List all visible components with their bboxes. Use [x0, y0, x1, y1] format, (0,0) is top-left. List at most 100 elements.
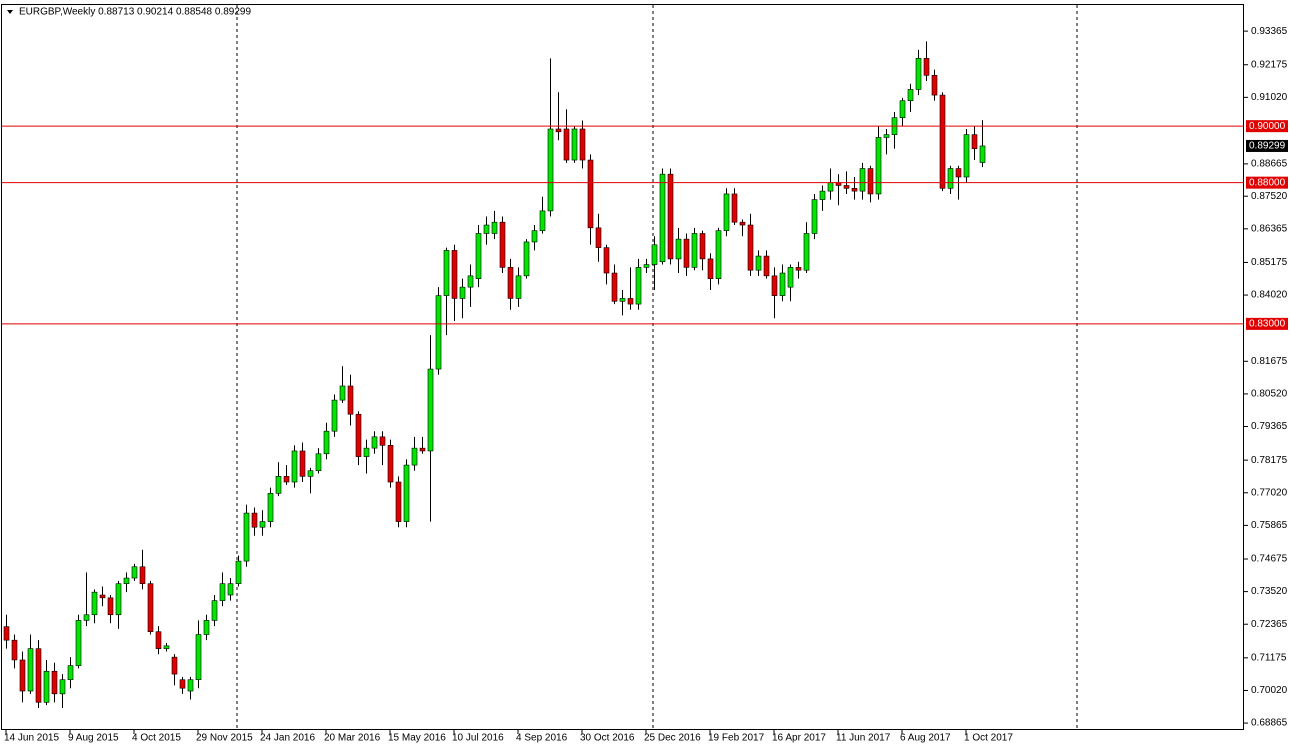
candle-body	[563, 128, 570, 161]
candle-body	[459, 286, 466, 299]
candle-body	[3, 626, 10, 641]
x-tick-label: 25 Dec 2016	[644, 733, 701, 744]
y-tick-label: 0.75865	[1251, 520, 1288, 531]
candle-body	[371, 436, 378, 449]
x-tick-label: 24 Jan 2016	[260, 733, 315, 744]
candle-body	[267, 493, 274, 522]
candle-body	[331, 399, 338, 432]
candle-body	[515, 275, 522, 299]
x-tick-label: 20 Mar 2016	[324, 733, 381, 744]
candle-body	[635, 267, 642, 305]
candle-body	[187, 679, 194, 692]
level-label-bg	[1246, 120, 1288, 133]
candle-body	[59, 679, 66, 695]
y-tick-label: 0.80520	[1251, 389, 1288, 400]
x-tick-label: 4 Sep 2016	[516, 733, 568, 744]
y-tick-label: 0.72365	[1251, 619, 1288, 630]
x-tick-label: 11 Jun 2017	[836, 733, 891, 744]
price-label-bg	[1246, 139, 1288, 152]
candle-body	[211, 600, 218, 621]
candle-body	[363, 447, 370, 457]
candle-body	[91, 591, 98, 616]
candle-body	[483, 224, 490, 234]
candle-body	[683, 238, 690, 268]
candle-body	[787, 267, 794, 288]
candle-body	[851, 187, 858, 192]
candle-body	[275, 476, 282, 494]
candle-body	[523, 241, 530, 277]
candle-body	[971, 134, 978, 150]
candle-body	[811, 199, 818, 234]
y-tick-label: 0.86365	[1251, 223, 1288, 234]
candle-body	[651, 244, 658, 265]
candle-body	[11, 639, 18, 661]
x-tick-label: 10 Jul 2016	[452, 733, 504, 744]
candle-body	[347, 385, 354, 415]
candle-body	[219, 583, 226, 601]
candle-body	[67, 665, 74, 681]
x-tick-label: 29 Nov 2015	[196, 733, 253, 744]
x-tick-label: 9 Aug 2015	[68, 733, 119, 744]
candle-body	[147, 583, 154, 633]
candle-body	[451, 250, 458, 299]
candle-body	[83, 614, 90, 621]
candle-body	[803, 233, 810, 271]
title-icon	[7, 10, 13, 14]
candle-body	[467, 275, 474, 288]
candle-body	[611, 272, 618, 302]
candle-body	[507, 267, 514, 299]
level-label-bg	[1246, 176, 1288, 189]
x-tick-label: 30 Oct 2016	[580, 733, 635, 744]
candle-body	[19, 659, 26, 692]
candle-body	[131, 566, 138, 579]
x-tick-label: 6 Aug 2017	[900, 733, 951, 744]
candle-body	[923, 58, 930, 76]
candle-body	[27, 648, 34, 692]
candle-body	[123, 577, 130, 585]
candle-body	[883, 134, 890, 138]
candle-body	[339, 385, 346, 401]
candle-body	[667, 173, 674, 260]
candle-body	[571, 128, 578, 161]
candle-body	[867, 168, 874, 195]
candle-body	[539, 210, 546, 231]
candle-body	[915, 58, 922, 90]
candle-body	[491, 221, 498, 234]
candle-body	[675, 238, 682, 260]
y-tick-label: 0.92175	[1251, 59, 1288, 70]
candle-body	[707, 258, 714, 279]
candle-body	[907, 89, 914, 102]
candle-body	[411, 447, 418, 466]
candle-body	[475, 233, 482, 279]
candle-body	[659, 173, 666, 263]
candle-body	[43, 670, 50, 703]
candle-body	[531, 230, 538, 243]
candle-body	[139, 566, 146, 585]
y-tick-label: 0.77020	[1251, 487, 1288, 498]
candle-body	[827, 182, 834, 192]
y-tick-label: 0.74675	[1251, 554, 1288, 565]
candle-body	[435, 295, 442, 370]
candle-body	[235, 560, 242, 585]
candle-body	[595, 227, 602, 248]
candle-body	[291, 450, 298, 483]
candle-body	[939, 94, 946, 189]
candle-body	[547, 128, 554, 212]
candle-body	[171, 656, 178, 675]
candle-body	[755, 255, 762, 271]
candle-body	[283, 476, 290, 483]
candle-body	[795, 267, 802, 271]
candle-body	[859, 168, 866, 192]
x-tick-label: 19 Feb 2017	[708, 733, 765, 744]
x-tick-label: 15 May 2016	[388, 733, 446, 744]
candle-body	[587, 159, 594, 229]
candle-body	[963, 134, 970, 178]
candle-body	[779, 272, 786, 296]
candle-body	[315, 453, 322, 472]
y-tick-label: 0.79365	[1251, 421, 1288, 432]
candle-body	[691, 233, 698, 268]
x-tick-label: 4 Oct 2015	[132, 733, 181, 744]
y-tick-label: 0.91020	[1251, 92, 1288, 103]
